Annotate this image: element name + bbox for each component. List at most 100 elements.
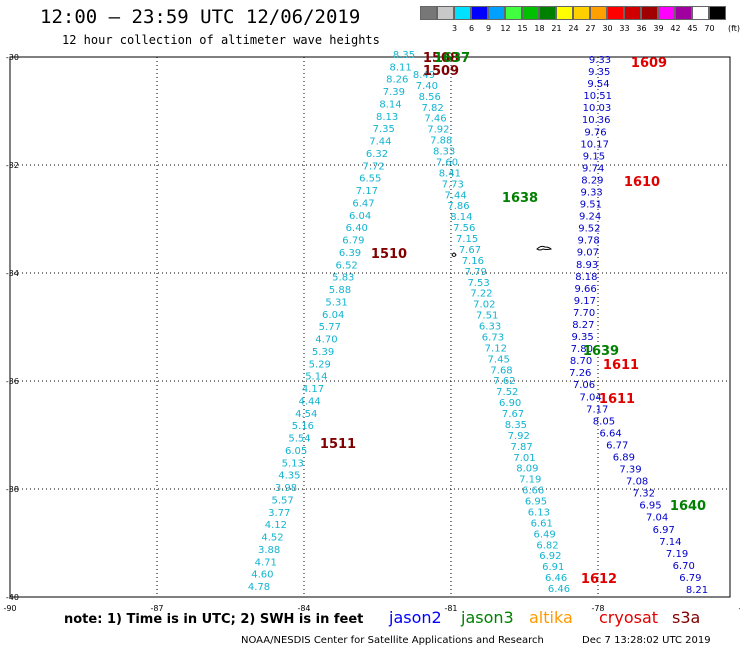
pass-number-label: 1612 xyxy=(581,572,617,587)
wave-height-value: 8.09 xyxy=(516,464,538,475)
wave-height-value: 4.54 xyxy=(295,409,317,420)
wave-height-value: 9.15 xyxy=(583,151,605,162)
lon-tick-label: -87 xyxy=(150,604,163,613)
wave-height-value: 4.52 xyxy=(261,533,283,544)
wave-height-value: 6.82 xyxy=(536,540,558,551)
wave-height-value: 9.51 xyxy=(580,200,602,211)
wave-height-value: 7.12 xyxy=(485,343,507,354)
wave-height-value: 7.01 xyxy=(513,453,535,464)
wave-height-value: 7.32 xyxy=(633,489,655,500)
wave-height-value: 7.16 xyxy=(462,256,484,267)
wave-height-value: 4.60 xyxy=(251,570,273,581)
pass-number-label: 1509 xyxy=(423,64,459,79)
satellite-legend-jason2: jason2 xyxy=(389,608,442,627)
wave-height-value: 8.29 xyxy=(581,175,603,186)
scale-swatch xyxy=(607,6,624,20)
wave-height-value: 7.39 xyxy=(619,465,641,476)
scale-swatch xyxy=(692,6,709,20)
wave-height-value: 8.21 xyxy=(686,585,708,596)
wave-height-value: 7.17 xyxy=(356,186,378,197)
wave-height-value: 6.40 xyxy=(346,223,368,234)
scale-label: 12 xyxy=(500,24,511,33)
lat-tick-label: -32 xyxy=(6,161,19,170)
scale-label: 70 xyxy=(704,24,715,33)
wave-height-value: 5.13 xyxy=(282,458,304,469)
scale-unit: (ft) xyxy=(728,24,740,33)
wave-height-value: 7.52 xyxy=(496,387,518,398)
scale-label: 21 xyxy=(551,24,562,33)
pass-number-label: 1511 xyxy=(320,437,356,452)
map-frame xyxy=(9,56,731,598)
pass-number-label: 1638 xyxy=(502,191,538,206)
wave-height-value: 7.15 xyxy=(456,234,478,245)
footer-date: Dec 7 13:28:02 UTC 2019 xyxy=(582,635,711,646)
wave-height-value: 8.26 xyxy=(386,75,408,86)
scale-swatch xyxy=(539,6,556,20)
wave-height-value: 7.60 xyxy=(436,157,458,168)
wave-height-value: 6.97 xyxy=(653,525,675,536)
wave-height-value: 5.29 xyxy=(309,359,331,370)
wave-height-value: 6.05 xyxy=(285,446,307,457)
wave-height-value: 9.54 xyxy=(587,79,609,90)
wave-height-value: 9.35 xyxy=(571,332,593,343)
scale-swatch xyxy=(709,6,726,20)
wave-height-value: 6.70 xyxy=(673,561,695,572)
wave-height-value: 6.47 xyxy=(352,198,374,209)
wave-height-value: 4.35 xyxy=(278,471,300,482)
island-shape xyxy=(451,252,457,257)
wave-height-value: 8.18 xyxy=(575,272,597,283)
lat-tick-label: -34 xyxy=(6,269,19,278)
wave-height-value: 8.14 xyxy=(450,212,472,223)
wave-height-value: 9.74 xyxy=(582,163,604,174)
wave-height-value: 6.91 xyxy=(542,562,564,573)
wave-height-value: 7.56 xyxy=(453,223,475,234)
wave-height-value: 10.51 xyxy=(583,91,612,102)
wave-height-value: 4.12 xyxy=(265,520,287,531)
wave-height-value: 8.49 xyxy=(413,70,435,81)
wave-height-value: 9.78 xyxy=(578,236,600,247)
wave-height-value: 4.78 xyxy=(248,582,270,593)
scale-swatch xyxy=(454,6,471,20)
wave-height-value: 7.87 xyxy=(511,442,533,453)
wave-height-value: 10.17 xyxy=(580,139,609,150)
wave-height-value: 5.54 xyxy=(288,434,310,445)
satellite-legend-s3a: s3a xyxy=(672,608,701,627)
scale-label: 36 xyxy=(636,24,647,33)
pass-number-label: 1611 xyxy=(603,358,639,373)
wave-height-value: 10.03 xyxy=(583,103,612,114)
wave-height-value: 6.77 xyxy=(606,440,628,451)
wave-height-value: 6.73 xyxy=(482,332,504,343)
wave-height-value: 4.70 xyxy=(315,335,337,346)
wave-height-value: 3.77 xyxy=(268,508,290,519)
wave-height-value: 7.04 xyxy=(580,392,602,403)
wave-height-value: 5.16 xyxy=(292,421,314,432)
wave-height-value: 6.33 xyxy=(479,322,501,333)
wave-height-value: 7.45 xyxy=(488,354,510,365)
lat-tick-label: -38 xyxy=(6,485,19,494)
satellite-legend-jason3: jason3 xyxy=(461,608,514,627)
scale-swatch xyxy=(522,6,539,20)
wave-height-value: 6.95 xyxy=(525,497,547,508)
wave-height-value: 7.22 xyxy=(470,289,492,300)
wave-height-value: 5.83 xyxy=(332,273,354,284)
wave-height-value: 7.06 xyxy=(573,380,595,391)
wave-height-value: 9.33 xyxy=(581,188,603,199)
wave-height-value: 7.17 xyxy=(586,404,608,415)
wave-height-value: 8.41 xyxy=(439,168,461,179)
wave-height-value: 8.56 xyxy=(419,92,441,103)
wave-height-value: 6.64 xyxy=(599,428,621,439)
footer-note: note: 1) Time is in UTC; 2) SWH is in fe… xyxy=(64,612,364,627)
wave-height-value: 6.13 xyxy=(528,507,550,518)
lat-tick-label: -36 xyxy=(6,377,19,386)
wave-height-value: 5.14 xyxy=(305,372,327,383)
wave-height-value: 7.62 xyxy=(493,376,515,387)
scale-label: 18 xyxy=(534,24,545,33)
wave-height-value: 8.11 xyxy=(389,62,411,73)
wave-height-value: 7.19 xyxy=(519,475,541,486)
page-subtitle: 12 hour collection of altimeter wave hei… xyxy=(62,33,380,47)
scale-swatch xyxy=(624,6,641,20)
wave-height-value: 7.40 xyxy=(416,81,438,92)
wave-height-value: 6.92 xyxy=(539,551,561,562)
wave-height-value: 8.33 xyxy=(433,147,455,158)
